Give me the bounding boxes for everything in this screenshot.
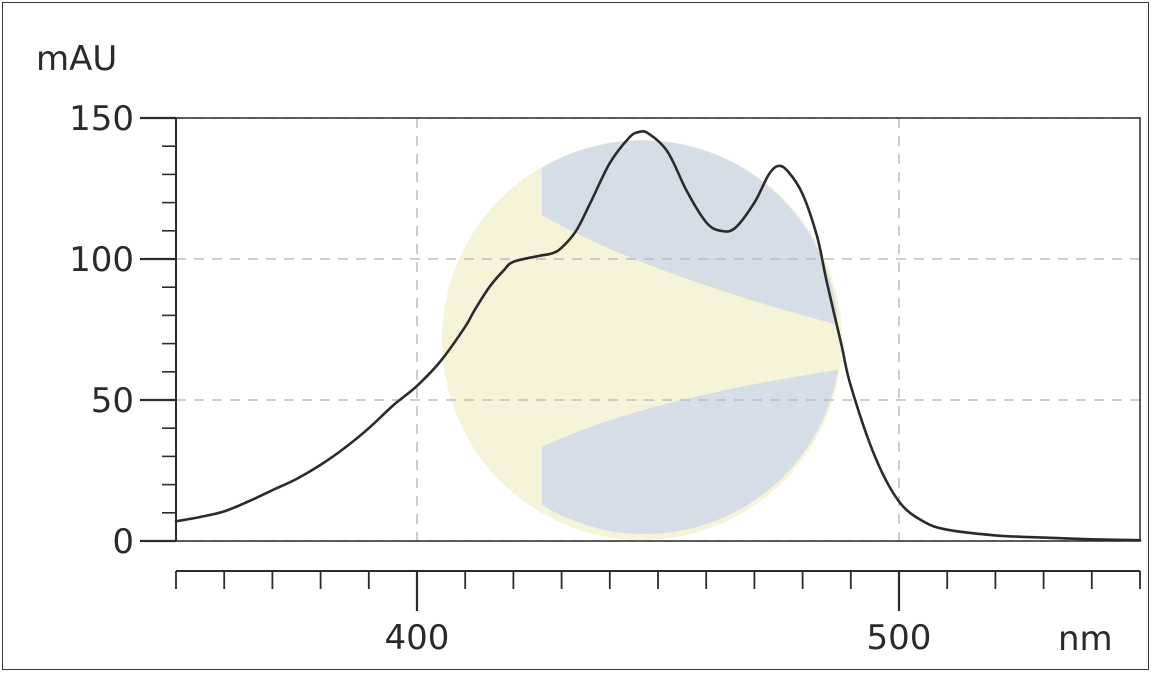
x-tick-label-500: 500 <box>867 618 932 658</box>
y-tick-label-150: 150 <box>69 99 134 139</box>
y-axis-unit-label: mAU <box>36 39 117 79</box>
x-tick-labels: 400 500 <box>385 618 932 658</box>
y-tick-label-100: 100 <box>69 240 134 280</box>
x-axis-unit-label: nm <box>1058 619 1113 659</box>
logo-watermark-icon <box>442 140 842 540</box>
absorbance-curve <box>174 130 1142 542</box>
x-tick-label-400: 400 <box>385 618 450 658</box>
y-tick-label-0: 0 <box>112 522 134 562</box>
y-tick-label-50: 50 <box>91 381 134 421</box>
y-tick-labels: 0 50 100 150 <box>69 99 134 562</box>
axes <box>140 116 1141 611</box>
